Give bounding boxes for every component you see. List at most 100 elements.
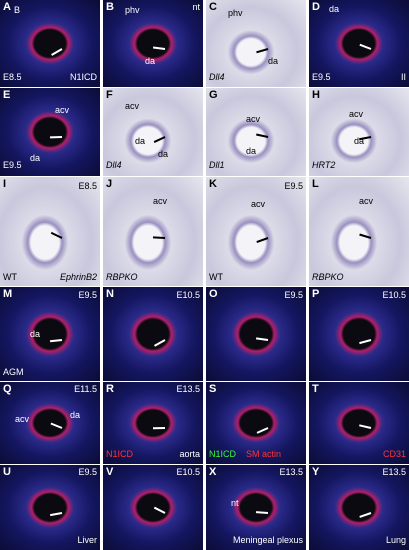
- panel-label: E8.5: [3, 71, 22, 82]
- panel: V E10.5: [103, 465, 203, 550]
- panel-letter: U: [3, 466, 11, 478]
- panel-label: da: [145, 55, 156, 66]
- panel-label: da: [329, 3, 340, 14]
- panel-label: E9.5: [312, 71, 331, 82]
- panel-label: Dll4: [209, 71, 225, 82]
- panel: U E9.5 Liver: [0, 465, 100, 550]
- panel-letter: N: [106, 288, 114, 300]
- panel-letter: X: [209, 466, 217, 478]
- panel-label: E13.5: [382, 466, 406, 477]
- arrow: [256, 427, 269, 434]
- panel-label: N1ICD: [209, 449, 237, 460]
- panel: M E9.5 da AGM: [0, 287, 100, 381]
- panel-label: Meningeal plexus: [232, 534, 303, 545]
- panel-label: E10.5: [176, 289, 200, 300]
- panel-label: N1ICD: [69, 71, 97, 82]
- panel-letter: D: [312, 1, 320, 13]
- panel-label: phv: [125, 5, 140, 16]
- panel-label: RBPKO: [106, 272, 138, 283]
- panel: K E9.5 acv WT: [206, 177, 306, 286]
- panel: O E9.5: [206, 287, 306, 381]
- panel-label: SM actin: [246, 449, 282, 460]
- panel-letter: Y: [312, 466, 320, 478]
- panel-letter: G: [209, 89, 218, 101]
- arrow: [359, 511, 372, 518]
- panel-label: E9.5: [284, 180, 303, 191]
- panel-letter: K: [209, 178, 217, 190]
- panel-label: da: [246, 146, 257, 157]
- arrow: [359, 43, 372, 50]
- panel-label: acv: [359, 195, 374, 206]
- panel-label: Lung: [385, 534, 406, 545]
- panel-letter: V: [106, 466, 114, 478]
- panel-label: E9.5: [284, 289, 303, 300]
- panel-label: E9.5: [3, 160, 22, 171]
- panel-letter: J: [106, 178, 113, 190]
- panel-label: E13.5: [176, 383, 200, 394]
- panel-letter: Q: [3, 383, 12, 395]
- arrow: [50, 422, 63, 430]
- arrow: [51, 47, 63, 56]
- arrow: [255, 510, 269, 514]
- panel-label: acv: [246, 113, 261, 124]
- panel: I E8.5 WT EphrinB2: [0, 177, 100, 286]
- panel: T CD31: [309, 382, 409, 464]
- panel-label: acv: [251, 199, 266, 210]
- arrow: [152, 427, 166, 430]
- panel: A B E8.5 N1ICD: [0, 0, 100, 87]
- panel-label: Dll4: [106, 160, 122, 171]
- arrow: [255, 337, 269, 341]
- arrow: [152, 236, 166, 239]
- panel-label: AGM: [3, 366, 24, 377]
- arrow: [154, 338, 166, 347]
- panel-label: HRT2: [312, 160, 336, 171]
- panel-label: da: [30, 329, 41, 339]
- panel-letter: L: [312, 178, 319, 190]
- panel-label: E10.5: [176, 466, 200, 477]
- panel-label: WT: [3, 272, 17, 283]
- panel-label: da: [354, 135, 365, 146]
- panel-label: da: [70, 409, 81, 420]
- panel-label: WT: [209, 272, 223, 283]
- panel-letter: C: [209, 1, 217, 13]
- arrow: [153, 136, 166, 144]
- panel-label: E13.5: [279, 466, 303, 477]
- panel-label: nt: [192, 1, 200, 12]
- panel: Y E13.5 Lung: [309, 465, 409, 550]
- panel-letter: H: [312, 89, 320, 101]
- panel-label: nt: [231, 498, 239, 509]
- arrow: [256, 133, 269, 139]
- arrow: [359, 424, 372, 430]
- panel-label: E9.5: [78, 289, 97, 300]
- panel-label: B: [14, 5, 21, 16]
- panel: R E13.5 N1ICD aorta: [103, 382, 203, 464]
- panel-letter: R: [106, 383, 114, 395]
- arrow: [50, 231, 63, 239]
- panel-letter: S: [209, 383, 217, 395]
- panel-label: Dll1: [209, 160, 225, 171]
- panel: X E13.5 nt Meningeal plexus: [206, 465, 306, 550]
- panel-label: acv: [153, 195, 168, 206]
- panel-label: phv: [228, 8, 243, 19]
- panel-label: II: [400, 71, 406, 82]
- panel-letter: P: [312, 288, 320, 300]
- panel: N E10.5: [103, 287, 203, 381]
- panel-letter: M: [3, 288, 13, 300]
- panel-label: EphrinB2: [59, 272, 97, 283]
- panel-letter: O: [209, 288, 218, 300]
- panel-label: da: [158, 149, 169, 159]
- panel: P E10.5: [309, 287, 409, 381]
- arrow: [359, 233, 372, 239]
- arrow: [153, 506, 166, 514]
- panel-letter: B: [106, 1, 114, 13]
- panel-label: da: [135, 135, 146, 146]
- panel-label: aorta: [179, 449, 200, 460]
- panel-label: E11.5: [74, 383, 97, 394]
